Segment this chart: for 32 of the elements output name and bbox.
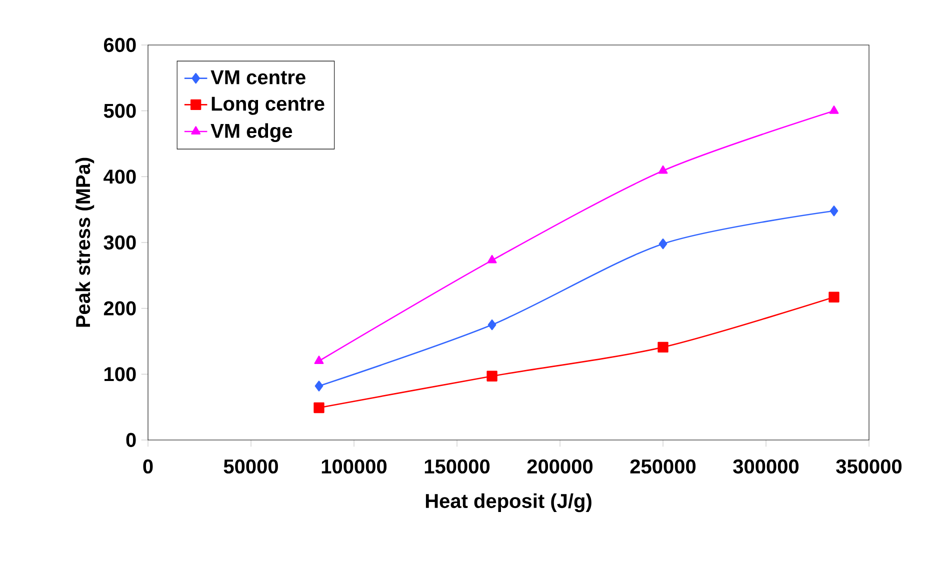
y-tick-label: 0 (126, 432, 136, 448)
point (314, 402, 324, 414)
x-tick-label: 150000 (424, 459, 490, 474)
point (658, 342, 668, 353)
x-tick-label: 300000 (733, 459, 799, 474)
point (658, 165, 668, 174)
y-tick-label: 400 (104, 170, 136, 184)
x-tick-label: 50000 (224, 459, 278, 474)
x-tick-label: 100000 (322, 459, 387, 474)
legend-label: VM edge (210, 123, 292, 142)
x-axis-title: Heat deposit (J/g) (426, 493, 592, 512)
point (314, 380, 324, 392)
x-tick-label: 250000 (630, 459, 696, 474)
point (830, 206, 838, 216)
point (314, 356, 324, 364)
point (487, 254, 497, 264)
y-tick-label: 100 (104, 367, 136, 382)
x-tick-label: 350000 (836, 459, 902, 474)
y-tick-label: 500 (104, 104, 136, 118)
y-tick-label: 200 (104, 301, 136, 316)
y-axis-title: Peak stress (MPa) (75, 158, 94, 327)
point (828, 292, 840, 302)
y-tick-label: 300 (104, 235, 136, 250)
point (829, 106, 839, 114)
y-tick-label: 600 (104, 38, 136, 52)
legend-label: VM centre (210, 70, 306, 84)
point (658, 238, 668, 250)
legend-label: Long centre (212, 96, 324, 115)
x-tick-label: 0 (143, 459, 153, 474)
x-tick-label: 200000 (527, 459, 593, 474)
point (488, 319, 496, 330)
point (486, 370, 498, 382)
